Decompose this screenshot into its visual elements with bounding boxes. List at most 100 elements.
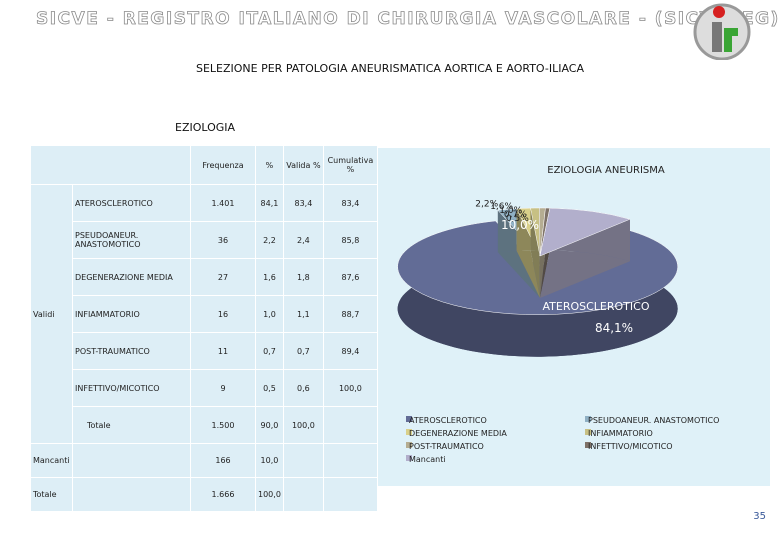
data-cell: 1,6 [255,258,284,296]
legend-swatch [406,442,412,448]
data-cell: 1,0 [255,295,284,333]
legend-label: INFIAMMATORIO [588,429,653,438]
empty-cell [282,443,324,478]
chart-title: EZIOLOGIA ANEURISMA [547,165,665,176]
legend-label: Mancanti [409,455,446,464]
empty-cell [322,477,378,512]
data-cell: 36 [190,221,256,259]
data-cell: 11 [190,332,256,370]
legend-swatch [406,416,412,422]
data-cell: 90,0 [255,406,284,444]
value-label: 2,2% [475,199,498,209]
legend-label: PSEUDOANEUR. ANASTOMOTICO [588,416,719,425]
data-cell: 0,6 [282,369,324,407]
column-header: Frequenza [190,145,256,185]
data-cell: 100,0 [282,406,324,444]
section-label: EZIOLOGIA [175,121,236,134]
logo [693,3,751,60]
data-cell: 166 [190,443,256,478]
empty-cell [72,477,191,512]
row-label: Totale [72,406,191,444]
data-cell: 100,0 [322,369,378,407]
category-label: ATEROSCLEROTICO [543,300,650,313]
page-number: 35 [753,511,766,522]
row-label: POST-TRAUMATICO [72,332,191,370]
empty-cell [322,406,378,444]
empty-cell [282,477,324,512]
slice-bottom-edge [539,250,546,298]
data-cell: 2,4 [282,221,324,259]
value-label: 0,5% [506,214,529,224]
data-cell: 0,7 [255,332,284,370]
data-cell: 1,1 [282,295,324,333]
slice-bottom-edge [540,250,630,298]
row-label: INFETTIVO/MICOTICO [72,369,191,407]
table-body: Frequenza% Valida % Cumulativa % Validi ATER… [30,145,378,512]
row-label: DEGENERAZIONE MEDIA [72,258,191,296]
value-label: 10,0% [501,218,539,232]
legend-swatch [406,455,412,461]
group-label: Validi [30,184,73,444]
legend-label: DEGENERAZIONE MEDIA [409,429,507,438]
pie-slice [530,207,541,298]
data-cell: 84,1 [255,184,284,222]
data-cell: 2,2 [255,221,284,259]
value-label: 1,6% [490,202,513,212]
legend-swatch [585,416,591,422]
value-label: 1,0% [499,206,522,216]
column-header: Valida % [282,145,324,185]
table-row: Totale 1.666 100,0 [30,477,378,512]
frequency-table: Frequenza% Valida % Cumulativa % Validi ATER… [30,145,378,512]
data-cell: 85,8 [322,221,378,259]
legend-label: POST-TRAUMATICO [409,442,484,451]
header-title: SICVE - REGISTRO ITALIANO DI CHIRURGIA V… [36,9,780,30]
data-cell: 1.500 [190,406,256,444]
slice-bottom-edge [540,250,550,298]
table-row: Totale 1.500 90,0 100,0 [31,406,378,444]
value-label: 84,1% [595,321,633,335]
data-cell: 27 [190,258,256,296]
row-label: ATEROSCLEROTICO [72,184,191,222]
pie-slices [397,207,678,357]
slice-bottom-edge [516,250,540,298]
table-row: PSEUDOANEUR. ANASTOMOTICO 36 2,2 2,4 85,8 [31,221,378,259]
data-cell: 83,4 [282,184,324,222]
table-row: INFETTIVO/MICOTICO 9 0,5 0,6 100,0 [31,369,378,407]
pie-slice [539,207,631,298]
group-label: Mancanti [30,443,73,478]
data-cell: 87,6 [322,258,378,296]
table-row: DEGENERAZIONE MEDIA 27 1,6 1,8 87,6 [31,258,378,296]
data-cell: 88,7 [322,295,378,333]
value-label: 0,7% [504,210,527,220]
data-cell: 100,0 [255,477,284,512]
table-row: POST-TRAUMATICO 11 0,7 0,7 89,4 [31,332,378,370]
empty-cell [322,443,378,478]
row-label: INFIAMMATORIO [72,295,191,333]
data-cell: 1,8 [282,258,324,296]
column-header: Cumulativa % [322,145,378,185]
table-row: Mancanti 166 10,0 [30,443,378,478]
data-cell: 1.666 [190,477,256,512]
data-cell: 9 [190,369,256,407]
data-cell: 16 [190,295,256,333]
column-header: % [255,145,284,185]
data-cell: 0,7 [282,332,324,370]
legend-label: INFETTIVO/MICOTICO [588,442,673,451]
data-cell: 10,0 [255,443,284,478]
legend-swatch [585,442,591,448]
group-label: Totale [30,477,73,512]
slice-top [539,207,631,257]
subtitle: SELEZIONE PER PATOLOGIA ANEURISMATICA AO… [195,62,585,75]
slice-bottom-edge [497,250,540,298]
legend-swatch [406,429,412,435]
data-cell: 0,5 [255,369,284,407]
data-cell: 1.401 [190,184,256,222]
header-row: Frequenza% Valida % Cumulativa % [30,145,378,185]
pie-slice [539,207,546,298]
data-cell: 83,4 [322,184,378,222]
legend-swatch [585,429,591,435]
pie-chart: EZIOLOGIA ANEURISMA ATEROSCLEROTICO 84,1%… [378,148,770,486]
table-row: INFIAMMATORIO 16 1,0 1,1 88,7 [31,295,378,333]
legend-label: ATEROSCLEROTICO [409,416,487,425]
